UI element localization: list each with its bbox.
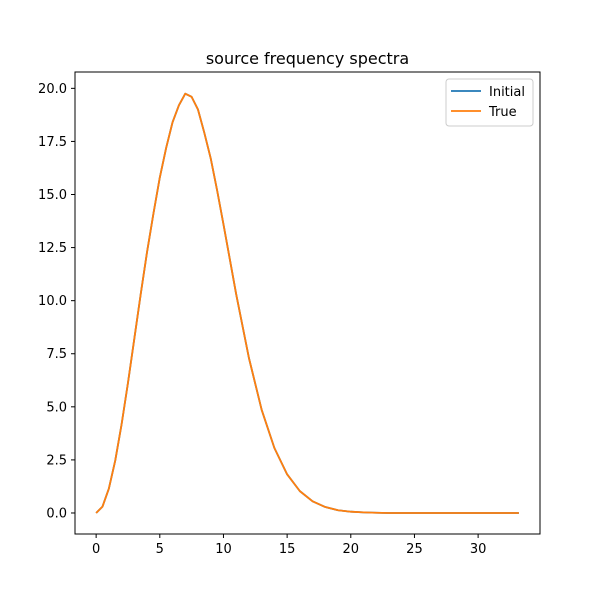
x-tick-label: 25: [406, 542, 423, 557]
y-tick-label: 12.5: [38, 241, 67, 256]
y-tick-label: 2.5: [46, 453, 67, 468]
chart-title: source frequency spectra: [206, 49, 409, 68]
x-tick-label: 20: [343, 542, 360, 557]
y-tick-label: 0.0: [46, 506, 67, 521]
x-axis: 0 5 10 15 20 25 30: [92, 534, 486, 557]
series-line-true: [95, 92, 519, 514]
axes-frame: [74, 71, 541, 535]
x-tick-label: 30: [470, 542, 487, 557]
x-tick-label: 5: [156, 542, 164, 557]
x-tick-label: 0: [92, 542, 100, 557]
y-tick-label: 10.0: [38, 294, 67, 309]
y-tick-label: 20.0: [38, 82, 67, 97]
plot-area: [95, 92, 519, 514]
legend-label-initial: Initial: [489, 85, 525, 100]
legend: Initial True: [445, 78, 534, 127]
x-tick-label: 10: [215, 542, 232, 557]
y-tick-label: 17.5: [38, 135, 67, 150]
y-tick-label: 5.0: [46, 400, 67, 415]
x-tick-label: 15: [279, 542, 296, 557]
y-tick-label: 15.0: [38, 188, 67, 203]
legend-label-true: True: [488, 105, 517, 120]
y-tick-label: 7.5: [46, 347, 67, 362]
y-axis: 0.0 2.5 5.0 7.5 10.0 12.5 15.0 17.5 20.0: [38, 82, 75, 521]
